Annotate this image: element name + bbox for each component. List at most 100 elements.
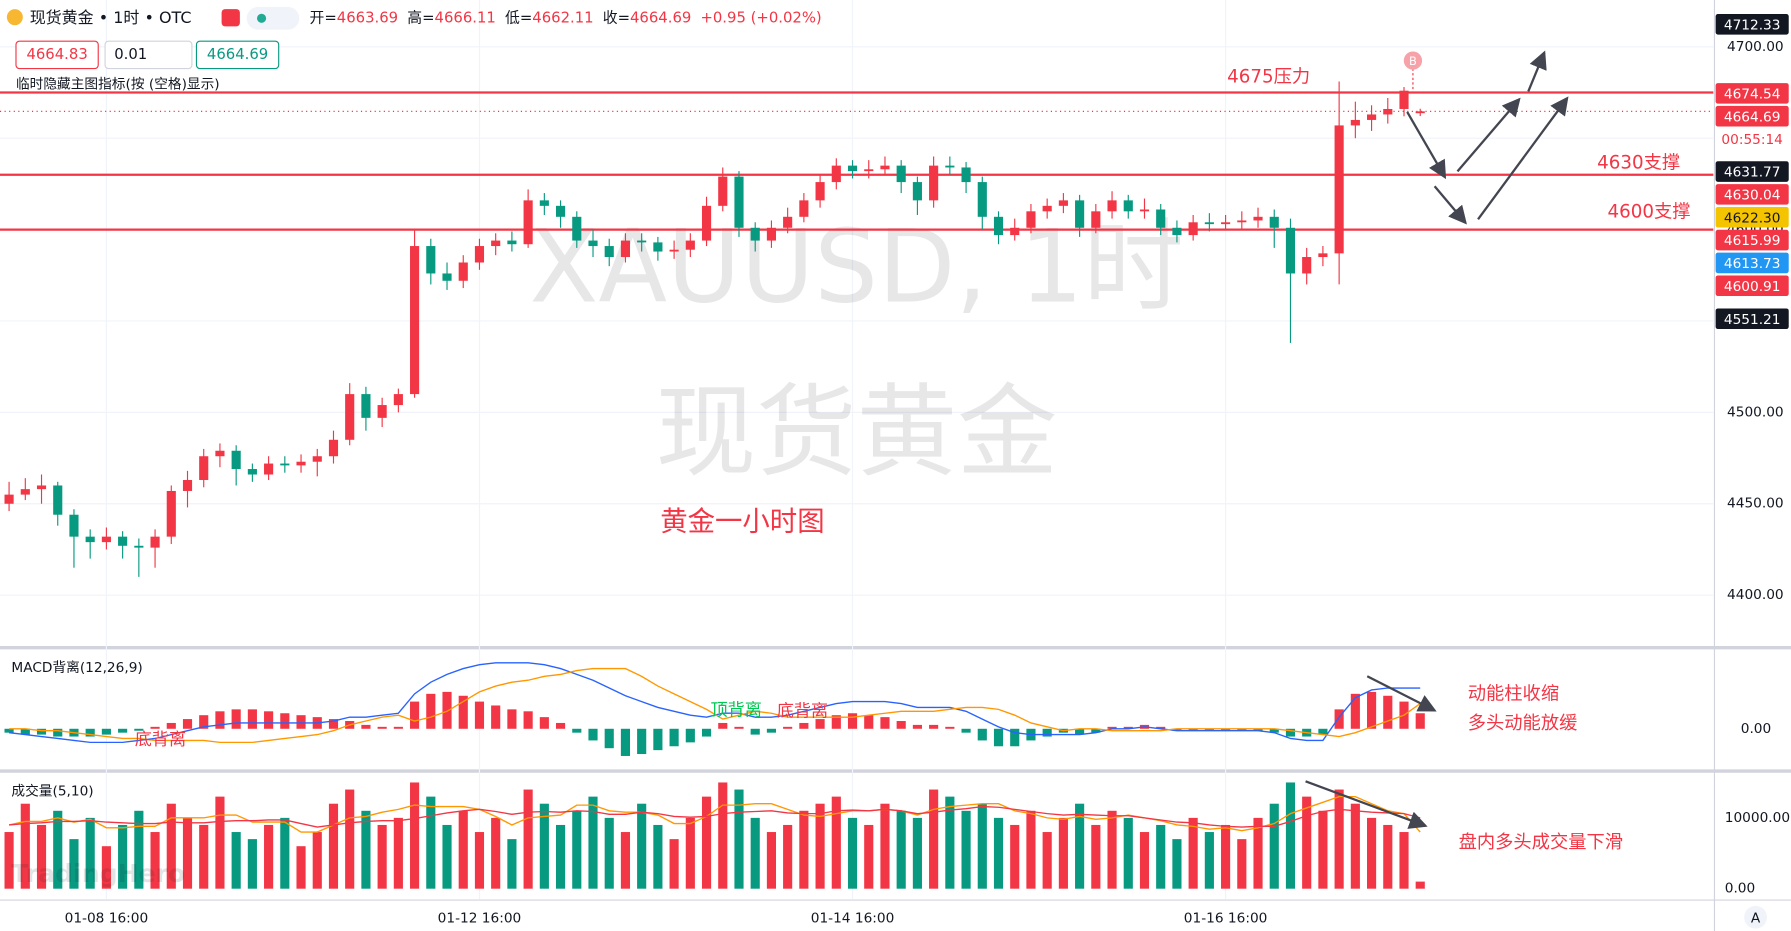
macd-bar [199, 715, 209, 729]
candle-body [523, 200, 533, 245]
countdown-box [1715, 128, 1789, 150]
arrow [1366, 675, 1437, 712]
macd-bar [134, 728, 144, 731]
y-tick-label: 4400.00 [1727, 587, 1784, 603]
candle-body [150, 536, 160, 548]
volume-bar [880, 803, 890, 889]
price-label-box [1715, 206, 1789, 228]
buy-input[interactable] [195, 40, 280, 70]
macd-bar [1367, 691, 1377, 729]
volume-bar [134, 810, 144, 889]
ma10-line [9, 805, 1421, 828]
volume-bar [750, 817, 760, 889]
volume-bar [1156, 824, 1166, 889]
arrows [1305, 50, 1569, 829]
sell-input[interactable] [15, 40, 99, 70]
candle-body [977, 182, 987, 217]
price-label-box [1715, 105, 1789, 127]
volume-bar [118, 824, 128, 889]
candle-body [166, 490, 176, 537]
volume-bar [1399, 832, 1409, 889]
macd-bar [264, 711, 274, 729]
price-label: 4551.21 [1724, 312, 1781, 328]
status-pill[interactable] [246, 6, 300, 30]
candle-body [555, 205, 566, 217]
volume-bar [588, 796, 598, 889]
volume-bar [815, 803, 825, 889]
macd-bar [53, 728, 63, 737]
volume-bar [507, 839, 517, 889]
macd-bar [572, 728, 582, 733]
flag-icon[interactable] [221, 9, 240, 27]
candle-body [1415, 111, 1425, 114]
volume-bar [85, 817, 95, 889]
macd-bar [945, 726, 955, 729]
volume-bar [1172, 839, 1182, 889]
qty-input[interactable] [104, 40, 193, 70]
volume-bar [1123, 817, 1133, 889]
y-tick-label: 4700.00 [1727, 39, 1784, 55]
volume-bar [1058, 817, 1068, 889]
volume-bar [896, 810, 906, 889]
candle-body [231, 450, 241, 470]
volume-bar [1237, 839, 1247, 889]
arrow [1406, 111, 1447, 180]
candle-body [766, 227, 776, 241]
candle-body [1010, 227, 1020, 236]
macd-bar [1010, 728, 1020, 747]
macd-bar [831, 715, 841, 729]
candle-body [1188, 222, 1198, 236]
volume-bar [393, 817, 403, 889]
candle-body [1318, 253, 1328, 258]
volume-bar [1026, 810, 1036, 889]
volume-bar [799, 810, 809, 889]
macd-bar [1269, 728, 1279, 733]
macd-bar [555, 722, 566, 729]
candle-body [20, 489, 30, 495]
macd-bar [1285, 728, 1296, 737]
candle-body [345, 394, 355, 440]
price-label-box [1715, 252, 1789, 274]
candle-body [474, 246, 485, 263]
candle-body [604, 246, 614, 258]
volume-bar [539, 803, 549, 889]
macd-bar [215, 711, 225, 729]
arrow [1527, 50, 1547, 92]
macd-bar [961, 728, 971, 733]
macd-bar [231, 709, 241, 729]
price-label: 4712.33 [1724, 17, 1781, 33]
auto-scale-button[interactable] [1744, 905, 1768, 929]
candle-body [588, 240, 598, 247]
macd-bar [1415, 713, 1425, 729]
volume-bar [1253, 817, 1263, 889]
candle-body [69, 514, 79, 537]
macd-bar [296, 715, 306, 729]
candle-body [815, 182, 825, 201]
candle-body [1042, 205, 1052, 212]
y-tick-label: 10000.00 [1725, 810, 1790, 826]
macd-bar [847, 713, 858, 729]
volume-bar [377, 824, 387, 889]
candle-body [36, 485, 47, 490]
macd-bar [1188, 728, 1198, 731]
macd-bar [1383, 695, 1393, 729]
candle-body [912, 182, 922, 201]
candle-body [1399, 90, 1409, 109]
macd-bar [815, 719, 825, 729]
macd-bar [977, 728, 987, 741]
level-label: 4630支撑 [1597, 152, 1680, 173]
candle-body [264, 463, 274, 475]
x-tick-label: 01-14 16:00 [811, 910, 895, 926]
macd-bar [864, 715, 874, 729]
subtitle: 黄金一小时图 [660, 507, 824, 538]
macd-bar [1334, 709, 1344, 729]
candle-body [1285, 227, 1296, 274]
macd-bar [637, 728, 647, 755]
candle-body [1075, 200, 1085, 228]
macd-bar [101, 728, 111, 735]
volume-bar [912, 817, 922, 889]
candle-body [847, 165, 858, 172]
marker[interactable] [1403, 51, 1423, 70]
candle-body [1350, 119, 1360, 126]
